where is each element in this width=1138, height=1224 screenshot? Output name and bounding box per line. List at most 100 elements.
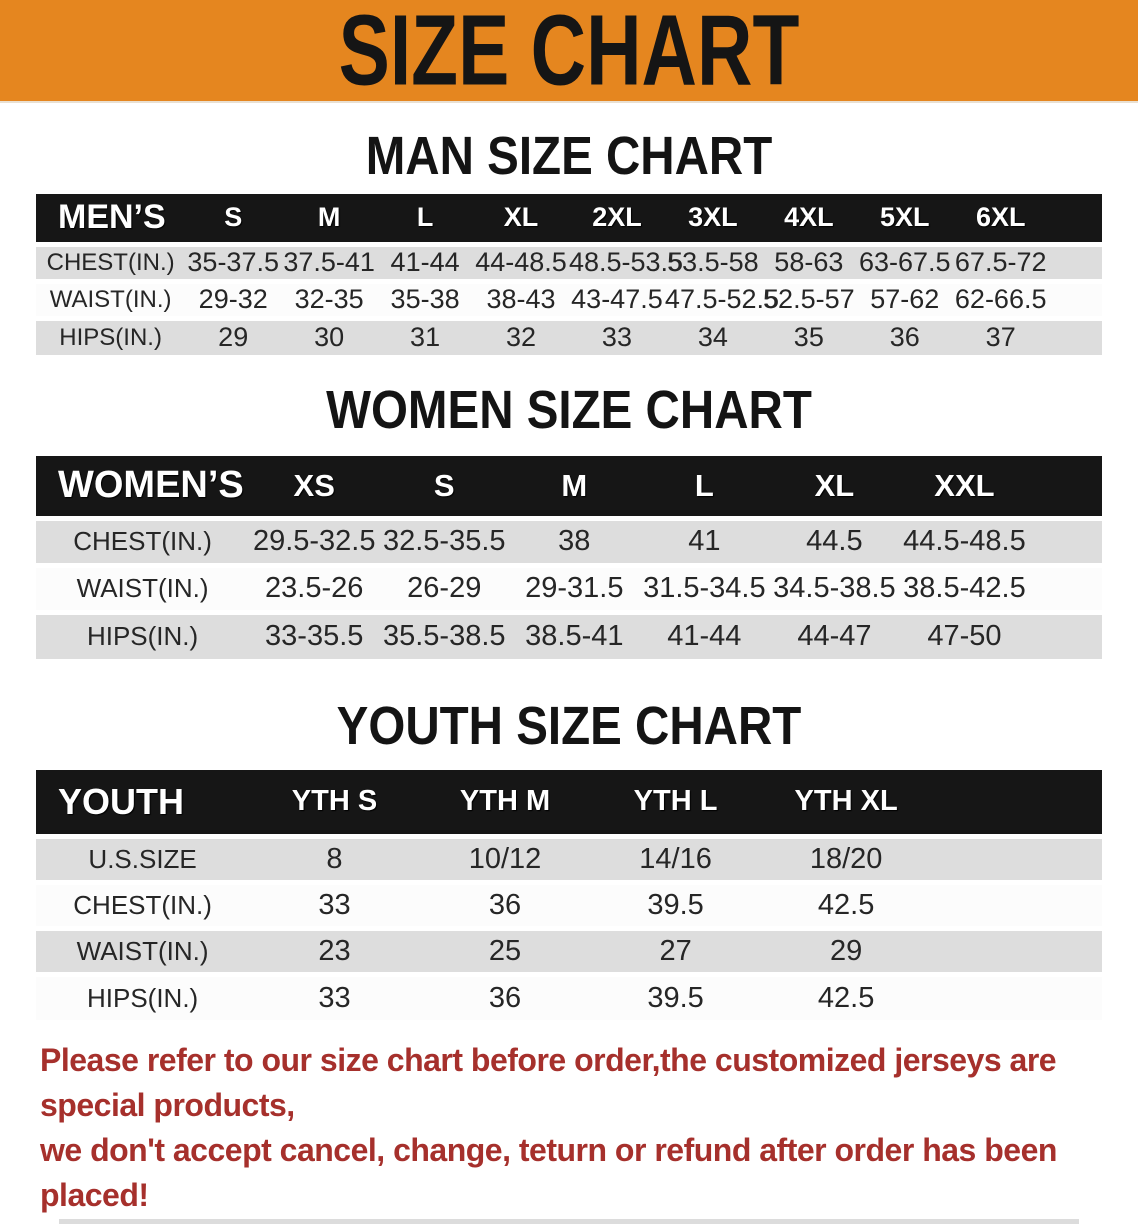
cell-value: 34 <box>697 322 728 353</box>
cell-value: 48.5-53.5 <box>568 247 684 277</box>
column-header: XXL <box>899 456 1030 518</box>
row-filler-cell <box>1029 612 1102 659</box>
row-label: HIPS(IN.) <box>86 982 199 1013</box>
cell-value: 35 <box>793 322 824 353</box>
cell-value: 29-32 <box>198 284 268 314</box>
table-header-row: WOMEN’S XS S M L XL XXL <box>36 456 1102 518</box>
column-header: S <box>185 194 282 244</box>
table-row: WAIST(IN.) 23 25 27 29 <box>36 928 1102 974</box>
man-section-heading: MAN SIZE CHART <box>365 126 773 186</box>
column-header: S <box>379 456 510 518</box>
youth-size-table: YOUTH YTH S YTH M YTH L YTH XL U.S.SIZE 8 10/12… <box>36 770 1102 1020</box>
youth-section-heading: YOUTH SIZE CHART <box>336 696 802 756</box>
table-header-row: MEN’S S M L XL 2XL 3XL 4XL 5XL 6XL <box>36 194 1102 244</box>
table-row: WAIST(IN.) 29-32 32-35 35-38 38-43 43-47.5 47.… <box>36 281 1102 318</box>
row-label: WAIST(IN.) <box>76 935 209 966</box>
cell-value: 29 <box>218 322 249 353</box>
cell-value: 29-31.5 <box>525 572 624 604</box>
row-filler-cell <box>931 974 1102 1020</box>
table-row: CHEST(IN.) 33 36 39.5 42.5 <box>36 882 1102 928</box>
cell-value: 42.5 <box>817 981 875 1014</box>
row-filler-cell <box>1049 244 1102 281</box>
cell-value: 63-67.5 <box>858 247 951 277</box>
cell-value: 32 <box>505 322 537 353</box>
row-label: CHEST(IN.) <box>46 248 175 276</box>
table-header-row: YOUTH YTH S YTH M YTH L YTH XL <box>36 770 1102 836</box>
cell-value: 27 <box>659 934 692 967</box>
cell-value: 23.5-26 <box>265 572 364 604</box>
cell-value: 62-66.5 <box>954 284 1047 314</box>
cell-value: 52.5-57 <box>763 284 855 314</box>
cell-value: 42.5 <box>817 888 875 921</box>
cell-value: 10/12 <box>468 842 542 875</box>
cell-value: 30 <box>314 322 345 353</box>
cell-value: 38 <box>558 525 591 557</box>
header-filler-cell <box>931 770 1102 836</box>
row-filler-cell <box>1049 281 1102 318</box>
cell-value: 57-62 <box>870 284 940 314</box>
table-row: CHEST(IN.) 35-37.5 37.5-41 41-44 44-48.5 48.5… <box>36 244 1102 281</box>
row-label: CHEST(IN.) <box>73 889 212 920</box>
row-label: WAIST(IN.) <box>76 573 209 603</box>
cell-value: 14/16 <box>639 842 712 875</box>
man-size-section: MAN SIZE CHART MEN’S S M L XL 2XL 3XL 4XL 5XL 6XL… <box>0 129 1138 355</box>
column-header: 6XL <box>952 194 1049 244</box>
column-header: YTH S <box>249 770 420 836</box>
cell-value: 44-48.5 <box>475 247 567 277</box>
column-header: YTH XL <box>760 770 932 836</box>
column-header: L <box>377 194 474 244</box>
cell-value: 39.5 <box>647 981 704 1014</box>
cell-value: 36 <box>488 981 522 1014</box>
cell-value: 34.5-38.5 <box>773 572 896 604</box>
cell-value: 31.5-34.5 <box>643 572 766 604</box>
bottom-divider <box>59 1219 1079 1224</box>
cell-value: 29 <box>829 934 863 967</box>
table-row: HIPS(IN.) 33-35.5 35.5-38.5 38.5-41 41-44 44-… <box>36 612 1102 659</box>
column-header: XL <box>769 456 900 518</box>
cell-value: 35-37.5 <box>187 247 279 277</box>
column-header: YTH M <box>419 770 591 836</box>
women-size-table: WOMEN’S XS S M L XL XXL CHEST(IN.) 29.5-32.5 32.5… <box>36 456 1102 659</box>
cell-value: 32.5-35.5 <box>382 525 506 557</box>
table-title: WOMEN’S <box>36 456 250 518</box>
order-notice: Please refer to our size chart before or… <box>40 1038 1118 1218</box>
cell-value: 25 <box>488 934 522 967</box>
header-filler-cell <box>1048 194 1102 244</box>
cell-value: 23 <box>318 934 351 967</box>
cell-value: 67.5-72 <box>954 247 1047 277</box>
cell-value: 47-50 <box>927 620 1002 653</box>
column-header: L <box>639 456 770 518</box>
cell-value: 8 <box>326 842 343 875</box>
cell-value: 53.5-58 <box>667 247 759 277</box>
cell-value: 44-47 <box>797 620 872 653</box>
row-filler-cell <box>931 928 1102 974</box>
header-filler-cell <box>1029 456 1102 518</box>
cell-value: 36 <box>488 888 522 921</box>
cell-value: 29.5-32.5 <box>252 525 376 557</box>
cell-value: 33 <box>318 888 351 921</box>
cell-value: 31 <box>410 322 441 353</box>
cell-value: 41-44 <box>390 247 460 277</box>
table-title: MEN’S <box>36 194 186 244</box>
cell-value: 36 <box>889 322 920 353</box>
cell-value: 33-35.5 <box>265 620 364 653</box>
table-row: U.S.SIZE 8 10/12 14/16 18/20 <box>36 836 1102 882</box>
column-header: M <box>509 456 640 518</box>
row-filler-cell <box>931 882 1102 928</box>
table-row: CHEST(IN.) 29.5-32.5 32.5-35.5 38 41 44.5 44.5… <box>36 518 1102 565</box>
column-header: XL <box>473 194 569 244</box>
row-filler-cell <box>1049 318 1102 355</box>
cell-value: 38.5-41 <box>525 620 624 653</box>
cell-value: 41 <box>688 525 721 557</box>
size-chart-banner: SIZE CHART <box>0 0 1138 103</box>
row-label: WAIST(IN.) <box>49 285 172 313</box>
column-header: YTH L <box>590 770 761 836</box>
row-label: U.S.SIZE <box>88 843 197 874</box>
cell-value: 38.5-42.5 <box>903 572 1026 604</box>
cell-value: 18/20 <box>809 842 883 875</box>
men-size-table: MEN’S S M L XL 2XL 3XL 4XL 5XL 6XL CHEST(IN.) 35-37… <box>36 194 1102 355</box>
row-label: HIPS(IN.) <box>86 621 199 652</box>
column-header: 3XL <box>664 194 761 244</box>
row-filler-cell <box>931 836 1102 882</box>
cell-value: 35.5-38.5 <box>382 620 506 653</box>
